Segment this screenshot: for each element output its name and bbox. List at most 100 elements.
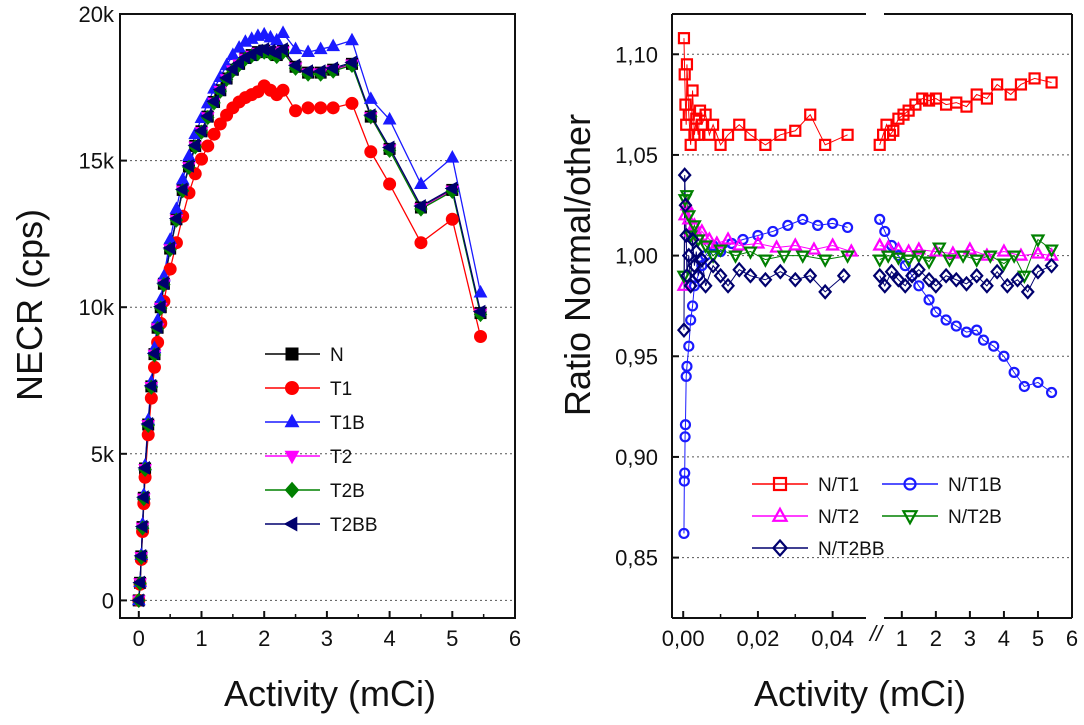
ratio-x-tick-label: 1 <box>896 626 908 651</box>
ratio-y-tick-label: 1,10 <box>615 42 658 67</box>
legend-marker-t1b <box>284 413 300 428</box>
necr-point-t1b <box>288 41 303 55</box>
ratio-x-tick-label: 0,02 <box>737 626 780 651</box>
legend-label-n-t1b: N/T1B <box>948 475 1002 496</box>
necr-x-axis-label: Activity (mCi) <box>224 673 436 714</box>
ratio-point-n-t2bb <box>990 263 1005 280</box>
ratio-point-n-t1b <box>841 221 854 234</box>
necr-point-t2bb <box>140 417 154 431</box>
ratio-point-n-t2bb <box>683 277 698 294</box>
ratio-y-tick-label: 0,95 <box>615 344 658 369</box>
necr-point-t1b <box>382 111 397 125</box>
necr-gridlines <box>120 160 515 601</box>
ratio-point-n-t2bb <box>949 271 964 288</box>
ratio-point-n-t1 <box>686 84 699 97</box>
necr-y-tick-label: 5k <box>91 442 115 467</box>
necr-point-t1b <box>326 38 341 52</box>
ratio-point-n-t1b <box>683 340 695 352</box>
necr-point-t2bb <box>133 548 147 563</box>
ratio-point-n-t1b <box>827 217 839 229</box>
necr-series-line-n <box>138 49 482 601</box>
necr-point-t2bb <box>181 158 194 173</box>
necr-point-t1b <box>225 47 240 60</box>
legend-marker-n-t1b <box>903 477 917 491</box>
necr-point-t1 <box>301 101 315 115</box>
necr-point-t2bb <box>287 58 301 73</box>
ratio-point-n-t2b <box>679 190 695 204</box>
ratio-point-n-t2bb <box>928 277 943 294</box>
ratio-x-tick-label: 2 <box>930 626 942 651</box>
ratio-point-n-t2 <box>787 237 803 251</box>
necr-point-t2bb <box>187 138 201 153</box>
necr-point-t2bb <box>134 519 148 534</box>
ratio-point-n-t2bb <box>877 277 892 294</box>
ratio-point-n-t1b <box>1018 380 1030 393</box>
ratio-point-n-t1b <box>874 213 886 225</box>
ratio-point-n-t1b <box>913 280 925 292</box>
necr-point-t2bb <box>344 55 357 70</box>
necr-point-t1 <box>147 360 161 374</box>
necr-y-tick-label: 0 <box>102 588 114 613</box>
ratio-point-n-t2bb <box>691 267 706 284</box>
ratio-point-n-t1b <box>950 320 962 332</box>
necr-point-t1 <box>326 101 340 115</box>
ratio-point-n-t1 <box>960 100 973 113</box>
ratio-axes <box>671 13 1073 619</box>
legend-label-n-t2bb: N/T2BB <box>818 539 885 560</box>
ratio-point-n-t2b <box>840 250 855 264</box>
ratio-x-tick-label: 0,00 <box>662 626 705 651</box>
ratio-point-n-t1 <box>916 92 929 105</box>
ratio-point-n-t2 <box>731 237 747 251</box>
ratio-point-n-t2 <box>825 237 841 251</box>
ratio-point-n-t2bb <box>698 277 713 294</box>
ratio-axis-break: // <box>868 621 884 646</box>
ratio-point-n-t2 <box>872 237 888 251</box>
ratio-point-n-t2bb <box>891 271 906 288</box>
ratio-point-n-t1b <box>752 229 764 242</box>
necr-y-tick-label: 20k <box>79 2 115 27</box>
ratio-point-n-t2b <box>1044 244 1059 258</box>
ratio-point-n-t2b <box>891 252 906 266</box>
necr-point-t2bb <box>444 181 458 196</box>
necr-point-t2bb <box>363 108 376 123</box>
ratio-point-n-t2bb <box>1030 263 1045 280</box>
necr-point-t2bb <box>200 109 213 123</box>
ratio-point-n-t2bb <box>872 267 887 284</box>
ratio-point-n-t1 <box>980 92 994 105</box>
ratio-point-n-t2bb <box>1020 283 1035 300</box>
legend-label-n: N <box>330 345 344 366</box>
necr-point-t1 <box>207 127 221 141</box>
necr-point-t2bb <box>206 94 219 109</box>
ratio-series-line-n-t2 <box>879 245 1052 257</box>
necr-x-tick-label: 4 <box>383 626 395 651</box>
necr-point-t2bb <box>168 211 182 226</box>
ratio-point-n-t2b <box>713 244 728 258</box>
ratio-point-n-t1b <box>679 467 691 479</box>
necr-point-t2bb <box>136 490 149 505</box>
necr-point-t2bb <box>131 593 144 608</box>
ratio-point-n-t2 <box>720 231 736 245</box>
necr-series-markers <box>131 25 488 609</box>
ratio-point-n-t2bb <box>706 257 721 274</box>
ratio-point-n-t2bb <box>721 277 736 294</box>
necr-point-t1 <box>414 236 428 250</box>
ratio-point-n-t1b <box>812 219 824 231</box>
necr-point-t2bb <box>156 276 169 291</box>
necr-point-t1 <box>314 101 328 115</box>
ratio-point-n-t2bb <box>676 322 691 339</box>
ratio-x-tick-label: 3 <box>964 626 976 651</box>
legend-label-t1b: T1B <box>330 413 365 434</box>
legend-marker-t2b <box>284 481 300 499</box>
ratio-point-n-t2bb <box>773 263 788 280</box>
ratio-x-tick-label: 6 <box>1066 626 1078 651</box>
ratio-series-line-n-t1 <box>879 77 1052 146</box>
ratio-point-n-t2bb <box>1000 277 1015 294</box>
legend-label-n-t1: N/T1 <box>818 475 859 496</box>
ratio-point-n-t2bb <box>685 231 700 248</box>
ratio-point-n-t1 <box>680 58 694 71</box>
legend-label-t1: T1 <box>330 379 352 400</box>
ratio-point-n-t2b <box>921 256 937 270</box>
necr-x-tick-label: 6 <box>509 626 521 651</box>
ratio-point-n-t1b <box>679 431 691 443</box>
ratio-point-n-t2bb <box>836 267 851 284</box>
